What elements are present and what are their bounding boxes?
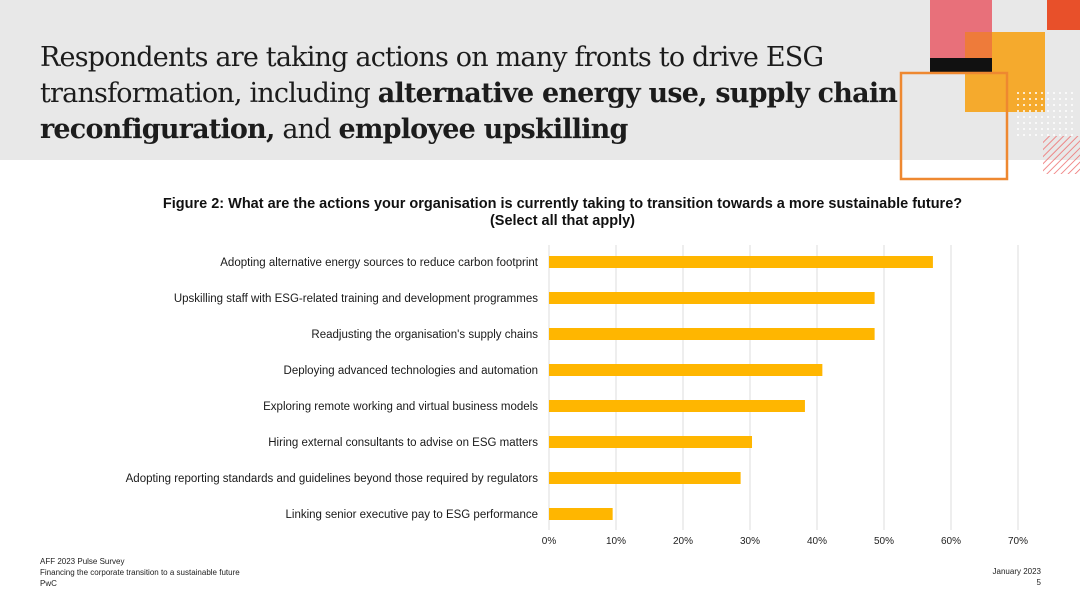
category-label: Adopting alternative energy sources to r… — [220, 257, 539, 269]
bar-chart: 0% 10% 20% 30% 40% 50% 60% 70% Adopting alternat… — [126, 245, 1028, 547]
decorative-graphic — [899, 0, 1080, 181]
slide-title: Respondents are taking actions on many f… — [40, 40, 900, 148]
category-label: Exploring remote working and virtual bus… — [263, 401, 538, 413]
footer-date: January 2023 — [992, 567, 1041, 576]
category-label: Adopting reporting standards and guideli… — [126, 473, 539, 485]
title-part: and — [274, 114, 339, 145]
bar — [549, 436, 753, 448]
x-tick-label: 70% — [1008, 536, 1028, 547]
x-tick-label: 20% — [673, 536, 693, 547]
title-part: Respondents are taking actions on many f… — [40, 42, 824, 109]
deco-black-bar — [930, 58, 992, 72]
title-part-bold: alternative energy use, supply chain rec… — [40, 78, 898, 145]
footer-company: PwC — [40, 579, 57, 588]
footer-left: AFF 2023 Pulse Survey Financing the corp… — [40, 556, 240, 589]
x-tick-label: 60% — [941, 536, 961, 547]
x-tick-label: 50% — [874, 536, 894, 547]
bar — [549, 472, 741, 484]
bar — [549, 364, 823, 376]
category-label: Hiring external consultants to advise on… — [268, 437, 538, 449]
x-tick-label: 40% — [807, 536, 827, 547]
bar — [549, 292, 875, 304]
bar — [549, 256, 933, 268]
deco-overlap — [965, 32, 992, 60]
deco-red-square — [1047, 0, 1080, 30]
deco-stripes — [1043, 136, 1080, 174]
title-part-bold: employee upskilling — [338, 114, 629, 145]
page-number: 5 — [1036, 578, 1041, 587]
bar — [549, 508, 613, 520]
deco-dots — [1013, 92, 1077, 136]
deco-outline-square — [899, 71, 1009, 181]
footer-subtitle: Financing the corporate transition to a … — [40, 568, 240, 577]
x-tick-label: 10% — [606, 536, 626, 547]
category-label: Linking senior executive pay to ESG perf… — [286, 509, 539, 521]
category-label: Upskilling staff with ESG-related traini… — [174, 293, 538, 305]
chart-title: Figure 2: What are the actions your orga… — [162, 196, 963, 229]
footer-right: January 2023 5 — [993, 566, 1041, 588]
bar — [549, 400, 805, 412]
category-label: Deploying advanced technologies and auto… — [284, 365, 538, 377]
footer-source: AFF 2023 Pulse Survey — [40, 557, 125, 566]
bar — [549, 328, 875, 340]
x-tick-label: 30% — [740, 536, 760, 547]
category-label: Readjusting the organisation's supply ch… — [311, 329, 538, 341]
x-tick-label: 0% — [542, 536, 557, 547]
